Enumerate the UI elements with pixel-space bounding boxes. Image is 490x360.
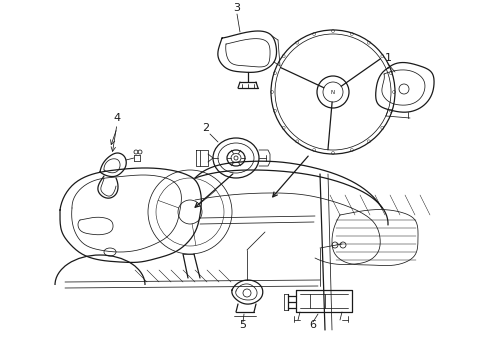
Text: 1: 1 [385, 53, 392, 63]
Text: 4: 4 [114, 113, 121, 123]
Text: 5: 5 [240, 320, 246, 330]
Text: N: N [331, 90, 335, 95]
Text: 3: 3 [234, 3, 241, 13]
Text: 2: 2 [202, 123, 210, 133]
Text: 6: 6 [310, 320, 317, 330]
